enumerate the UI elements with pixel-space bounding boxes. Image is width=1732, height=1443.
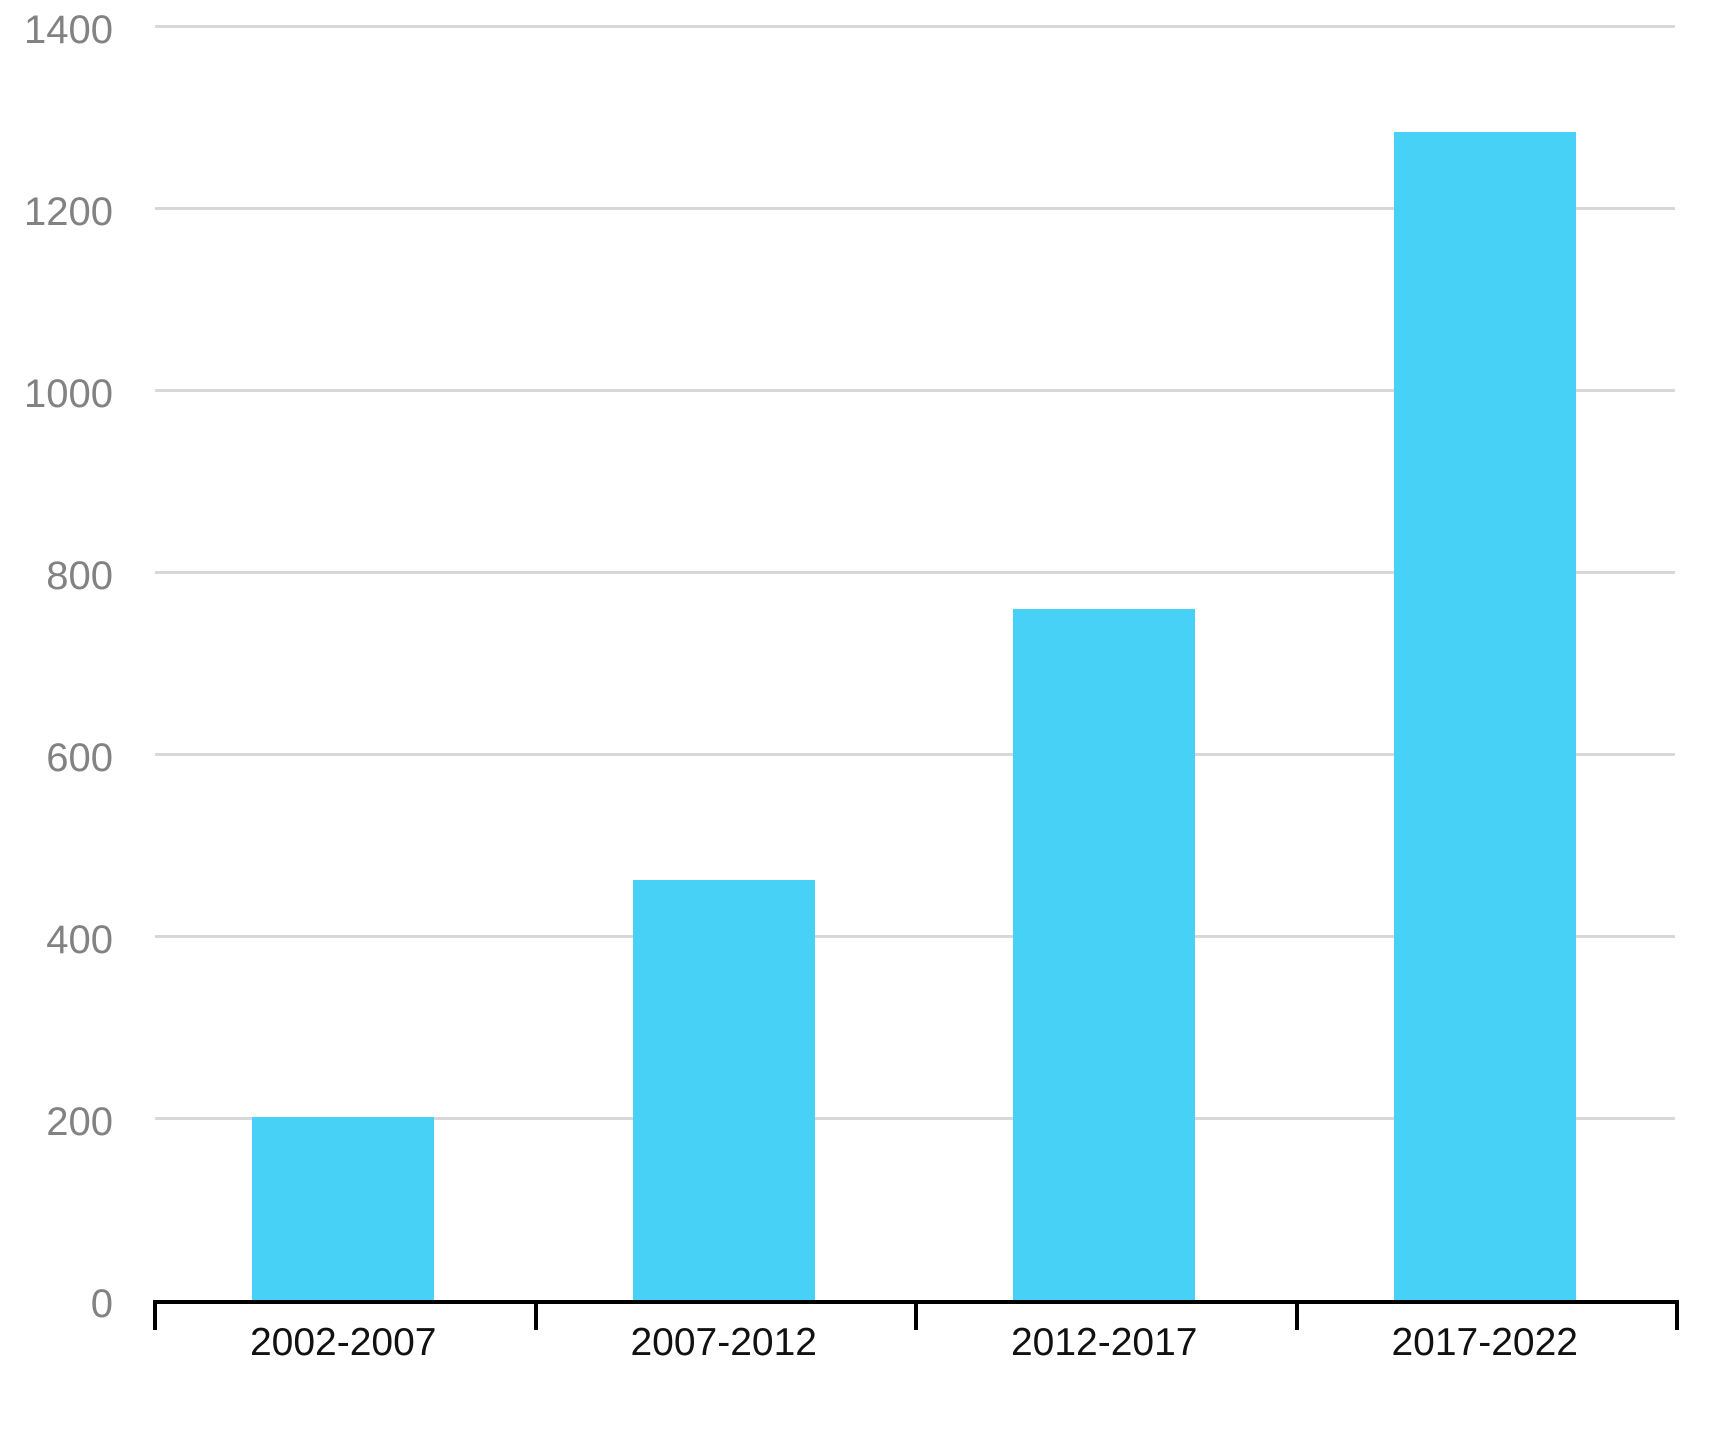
x-axis-tick	[914, 1300, 918, 1330]
gridline	[155, 25, 1675, 28]
gridline	[155, 207, 1675, 210]
x-axis-tick	[533, 1300, 538, 1330]
x-axis-tick-label: 2012-2017	[1010, 1321, 1198, 1364]
gridline	[155, 1117, 1675, 1120]
gridline	[155, 389, 1675, 392]
x-axis-tick-label: 2007-2012	[630, 1321, 817, 1364]
bar	[1393, 132, 1576, 1300]
gridline	[155, 935, 1675, 938]
y-axis-tick-label: 1200	[24, 190, 113, 234]
y-axis-tick-label: 200	[46, 1100, 113, 1144]
bar	[252, 1117, 435, 1300]
y-axis-tick-label: 1000	[24, 372, 113, 416]
x-axis-tick-label: 2002-2007	[249, 1321, 437, 1364]
y-axis-tick-label: 0	[90, 1282, 113, 1326]
x-axis-tick-label: 2017-2022	[1391, 1321, 1578, 1364]
y-axis-tick-label: 400	[46, 918, 113, 962]
y-axis-tick-label: 600	[46, 736, 113, 780]
bar	[1013, 609, 1196, 1300]
y-axis-tick-label: 1400	[24, 8, 113, 52]
gridline	[155, 753, 1675, 756]
bar	[632, 879, 815, 1300]
x-axis-tick	[1675, 1300, 1679, 1330]
y-axis-tick-label: 800	[46, 554, 113, 598]
x-axis-tick	[1294, 1300, 1299, 1330]
x-axis-tick	[153, 1300, 157, 1330]
gridline	[155, 571, 1675, 574]
